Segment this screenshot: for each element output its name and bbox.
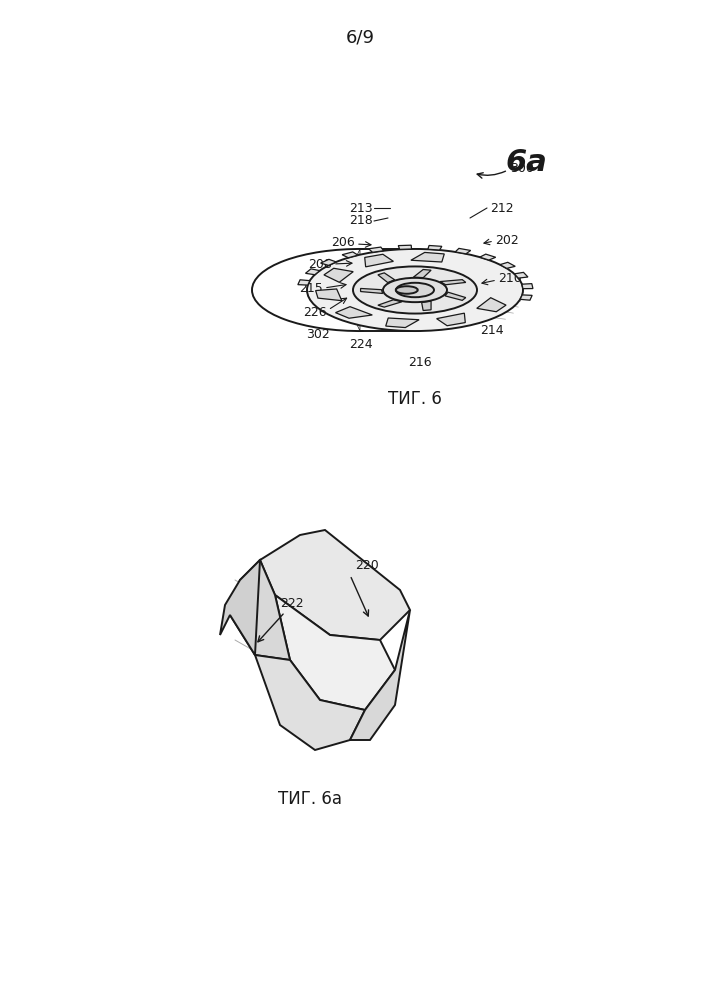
Ellipse shape xyxy=(353,267,477,314)
Text: 212: 212 xyxy=(490,202,513,215)
Polygon shape xyxy=(455,249,471,254)
Polygon shape xyxy=(361,289,382,294)
Polygon shape xyxy=(365,255,393,267)
Text: 300: 300 xyxy=(510,162,534,175)
Text: 218: 218 xyxy=(349,215,373,228)
Text: 6а: 6а xyxy=(505,148,547,177)
Polygon shape xyxy=(369,247,384,253)
Polygon shape xyxy=(320,260,336,266)
Polygon shape xyxy=(336,307,372,319)
Text: 215: 215 xyxy=(300,283,323,296)
Polygon shape xyxy=(260,530,410,640)
Polygon shape xyxy=(436,313,465,326)
Polygon shape xyxy=(275,595,395,710)
Polygon shape xyxy=(514,273,528,278)
Text: ΤИГ. 6: ΤИГ. 6 xyxy=(388,390,442,408)
Polygon shape xyxy=(350,610,410,740)
Polygon shape xyxy=(413,270,431,278)
Polygon shape xyxy=(355,249,360,331)
Polygon shape xyxy=(342,252,358,258)
Polygon shape xyxy=(422,302,431,311)
Polygon shape xyxy=(298,280,310,285)
Text: 220: 220 xyxy=(355,559,379,572)
Polygon shape xyxy=(440,280,466,285)
Polygon shape xyxy=(428,246,442,250)
Ellipse shape xyxy=(307,249,523,331)
Text: 208: 208 xyxy=(308,259,332,272)
Ellipse shape xyxy=(396,287,418,294)
Polygon shape xyxy=(477,298,506,312)
Polygon shape xyxy=(220,560,260,655)
Text: 224: 224 xyxy=(349,339,373,352)
Ellipse shape xyxy=(396,283,434,298)
Polygon shape xyxy=(480,254,495,260)
Polygon shape xyxy=(324,269,354,283)
Polygon shape xyxy=(315,289,342,301)
Text: 214: 214 xyxy=(480,324,503,337)
Polygon shape xyxy=(398,245,412,250)
Text: 202: 202 xyxy=(495,234,518,247)
Text: 222: 222 xyxy=(280,597,304,610)
Polygon shape xyxy=(230,560,290,660)
Text: 210: 210 xyxy=(498,272,522,285)
Text: 213: 213 xyxy=(349,202,373,215)
Polygon shape xyxy=(255,655,365,750)
Text: 216: 216 xyxy=(408,356,432,369)
Ellipse shape xyxy=(383,278,447,302)
Polygon shape xyxy=(378,273,395,283)
Text: 6/9: 6/9 xyxy=(346,28,374,46)
Text: 302: 302 xyxy=(306,329,330,342)
Polygon shape xyxy=(520,295,532,301)
Polygon shape xyxy=(411,253,444,262)
Polygon shape xyxy=(305,269,320,275)
Text: 226: 226 xyxy=(303,306,327,319)
Polygon shape xyxy=(445,293,466,301)
Text: 206: 206 xyxy=(331,237,355,250)
Polygon shape xyxy=(522,284,533,289)
Polygon shape xyxy=(378,300,402,307)
Text: ΤИГ. 6а: ΤИГ. 6а xyxy=(278,790,342,808)
Polygon shape xyxy=(500,263,516,269)
Polygon shape xyxy=(386,318,419,328)
